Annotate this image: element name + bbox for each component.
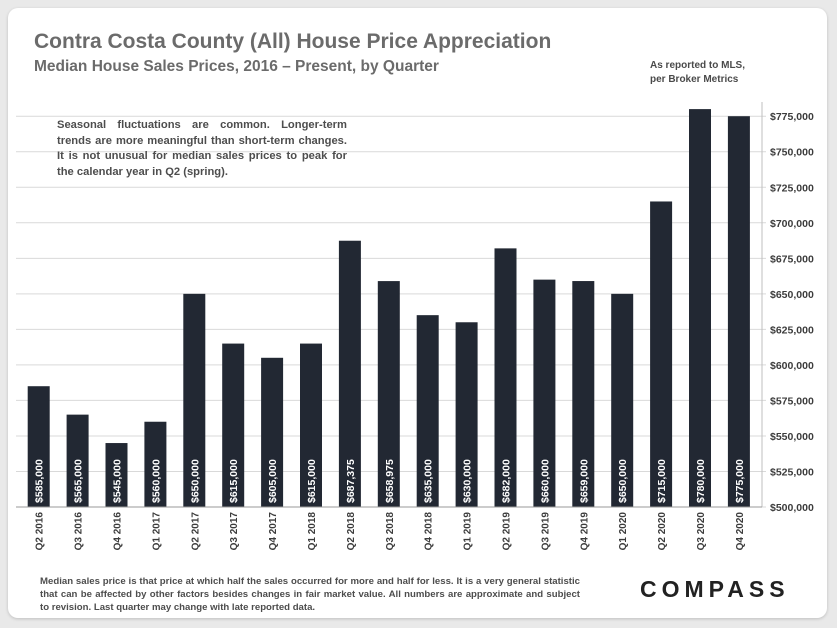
y-tick-label: $500,000 xyxy=(770,502,814,514)
x-tick-label: Q4 2020 xyxy=(735,512,746,551)
y-tick-label: $550,000 xyxy=(770,431,814,443)
data-label: $615,000 xyxy=(228,459,240,503)
y-tick-label: $600,000 xyxy=(770,360,814,372)
x-tick-label: Q1 2018 xyxy=(307,512,318,551)
bar xyxy=(455,322,478,507)
y-tick-label: $650,000 xyxy=(770,289,814,301)
data-label: $650,000 xyxy=(617,459,629,503)
source-line-1: As reported to MLS, xyxy=(650,60,746,71)
y-tick-label: $525,000 xyxy=(770,466,814,478)
bar xyxy=(494,248,517,508)
seasonal-note: Seasonal fluctuations are common. Longer… xyxy=(57,119,347,178)
bar xyxy=(105,443,128,507)
bar xyxy=(261,357,284,507)
x-tick-label: Q2 2019 xyxy=(502,512,513,551)
bar xyxy=(533,279,556,507)
y-tick-label: $625,000 xyxy=(770,324,814,336)
data-label: $615,000 xyxy=(306,459,318,503)
source-line-2: per Broker Metrics xyxy=(650,74,739,85)
data-label: $659,000 xyxy=(578,459,590,503)
data-label: $635,000 xyxy=(423,459,435,503)
data-label: $715,000 xyxy=(656,459,668,503)
x-tick-label: Q4 2018 xyxy=(424,512,435,551)
bar xyxy=(689,109,711,508)
source-note: As reported to MLS, per Broker Metrics xyxy=(650,59,770,87)
data-label: $630,000 xyxy=(462,459,474,503)
y-tick-label: $675,000 xyxy=(770,253,814,265)
x-tick-label: Q3 2020 xyxy=(696,512,707,551)
data-label: $585,000 xyxy=(34,459,46,503)
data-label: $658,975 xyxy=(384,459,396,503)
x-tick-label: Q2 2018 xyxy=(346,512,357,551)
x-tick-label: Q4 2019 xyxy=(579,512,590,551)
bar xyxy=(183,293,206,507)
bar xyxy=(650,201,673,507)
bar xyxy=(144,421,167,507)
x-tick-label: Q3 2018 xyxy=(385,512,396,551)
x-tick-label: Q1 2017 xyxy=(151,512,162,551)
bar xyxy=(611,293,634,507)
y-tick-label: $775,000 xyxy=(770,111,814,123)
x-tick-label: Q2 2017 xyxy=(190,512,201,551)
data-label: $650,000 xyxy=(189,459,201,503)
y-tick-label: $575,000 xyxy=(770,395,814,407)
data-label: $560,000 xyxy=(150,459,162,503)
bar xyxy=(338,240,361,507)
bar xyxy=(27,386,50,507)
data-label: $687,375 xyxy=(345,459,357,503)
x-tick-label: Q3 2017 xyxy=(229,512,240,551)
y-tick-label: $725,000 xyxy=(770,182,814,194)
chart-title: Contra Costa County (All) House Price Ap… xyxy=(34,30,552,53)
y-tick-label: $750,000 xyxy=(770,147,814,159)
bar xyxy=(300,343,322,507)
x-tick-label: Q4 2017 xyxy=(268,512,279,551)
bar xyxy=(222,343,245,507)
x-tick-label: Q2 2016 xyxy=(35,512,46,551)
data-label: $682,000 xyxy=(501,459,513,503)
x-tick-label: Q1 2019 xyxy=(463,512,474,551)
x-tick-label: Q2 2020 xyxy=(657,512,668,551)
chart-subtitle: Median House Sales Prices, 2016 – Presen… xyxy=(34,58,439,75)
bar xyxy=(377,281,400,507)
data-label: $660,000 xyxy=(539,459,551,503)
bar xyxy=(66,414,89,507)
x-tick-label: Q3 2019 xyxy=(540,512,551,551)
data-label: $780,000 xyxy=(695,459,707,503)
bar xyxy=(416,315,439,507)
x-tick-label: Q3 2016 xyxy=(74,512,85,551)
data-label: $565,000 xyxy=(73,459,85,503)
x-tick-label: Q1 2020 xyxy=(618,512,629,551)
compass-logo: COMPASS xyxy=(640,576,790,602)
footnote: Median sales price is that price at whic… xyxy=(40,576,580,613)
bar xyxy=(727,116,750,508)
data-label: $545,000 xyxy=(112,459,124,503)
bar xyxy=(572,281,595,507)
data-label: $775,000 xyxy=(734,459,746,503)
y-tick-label: $700,000 xyxy=(770,218,814,230)
data-label: $605,000 xyxy=(267,459,279,503)
x-tick-label: Q4 2016 xyxy=(113,512,124,551)
